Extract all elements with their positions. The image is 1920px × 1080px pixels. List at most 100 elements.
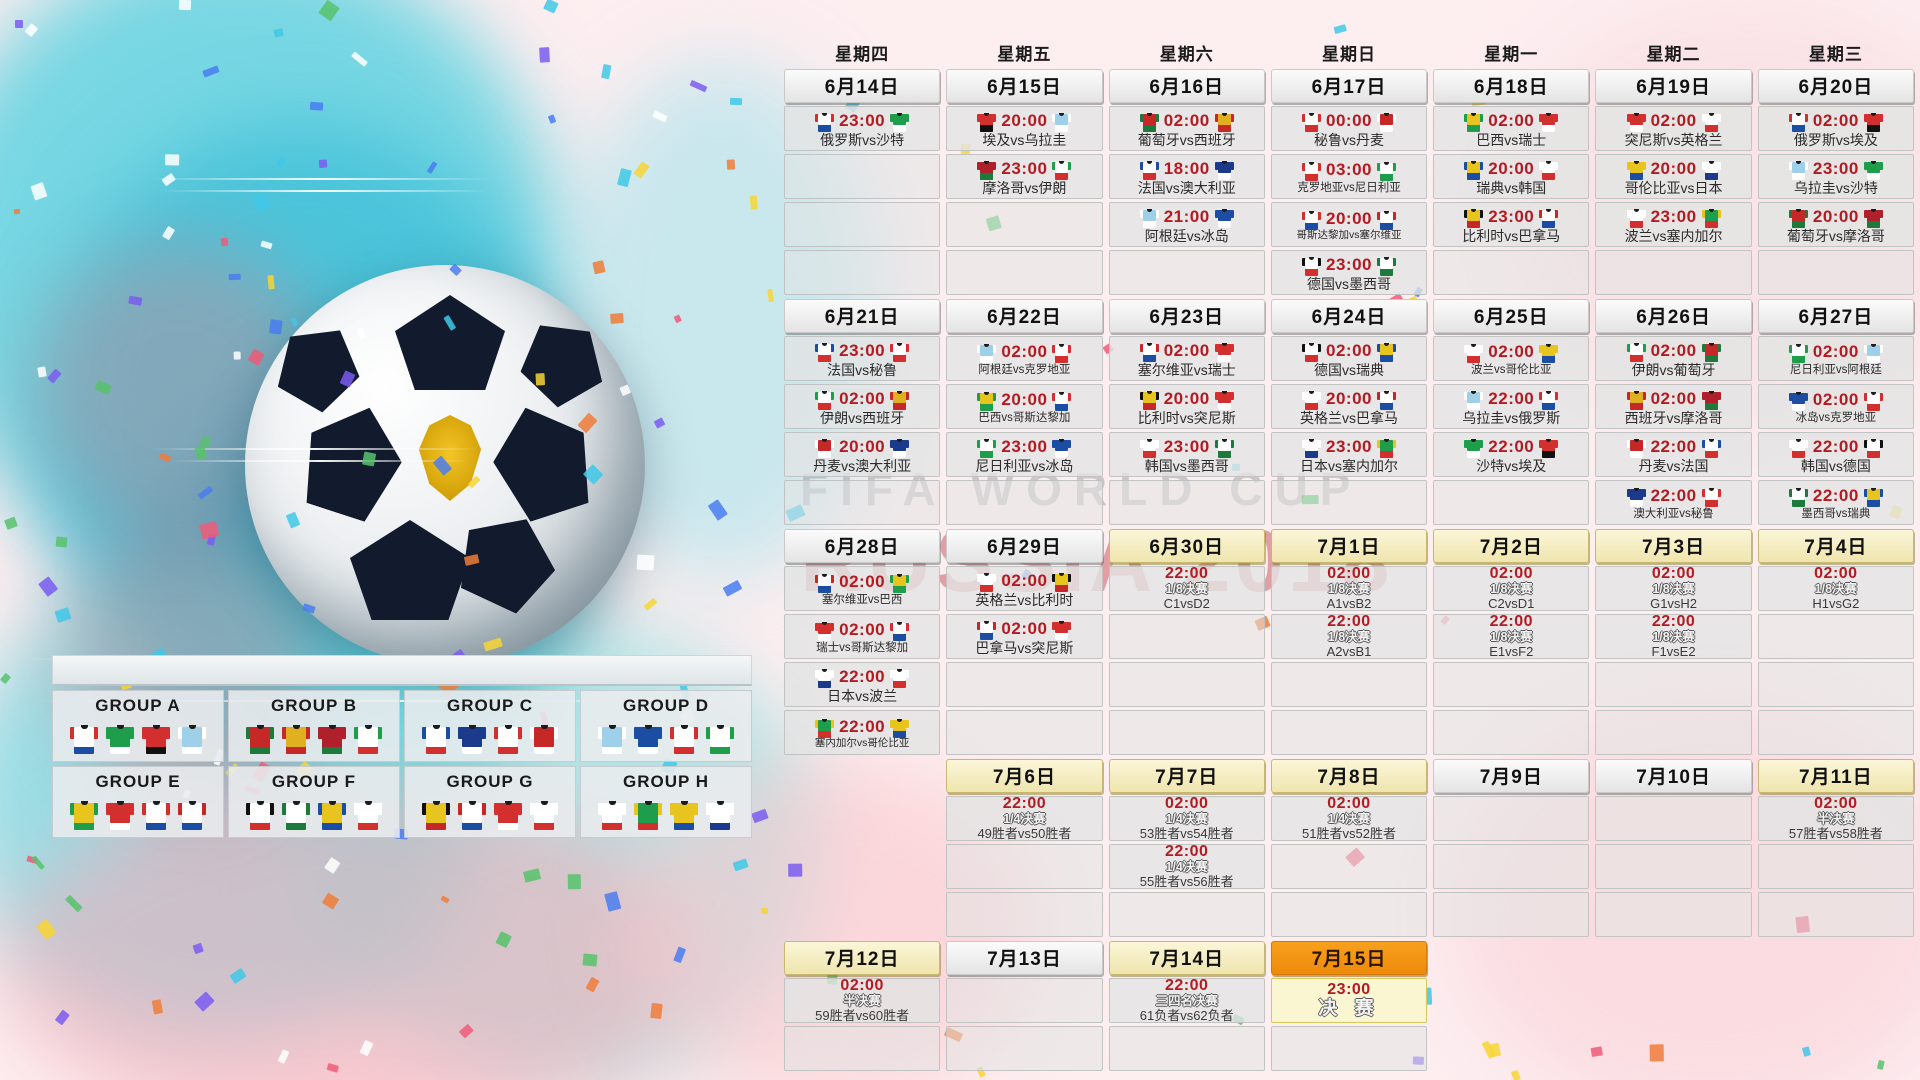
group-box-g[interactable]: GROUP G [404, 766, 576, 838]
group-box-h[interactable]: GROUP H [580, 766, 752, 838]
date-header[interactable]: 6月26日 [1595, 299, 1752, 333]
date-header[interactable]: 6月15日 [946, 69, 1103, 103]
match-cell[interactable]: 22:00 1/8决赛 F1vsE2 [1595, 613, 1752, 659]
date-header[interactable]: 6月25日 [1433, 299, 1590, 333]
date-header[interactable]: 7月8日 [1270, 759, 1428, 793]
date-header[interactable]: 7月2日 [1433, 529, 1590, 563]
match-cell[interactable]: 02:00 1/4决赛 51胜者vs52胜者 [1270, 795, 1428, 841]
match-cell[interactable]: 20:00 比利时vs突尼斯 [1108, 384, 1265, 429]
group-box-b[interactable]: GROUP B [228, 690, 400, 762]
date-header[interactable]: 7月7日 [1108, 759, 1265, 793]
match-cell[interactable]: 22:00 丹麦vs法国 [1595, 432, 1752, 477]
group-box-e[interactable]: GROUP E [52, 766, 224, 838]
match-cell[interactable]: 02:00 塞尔维亚vs瑞士 [1108, 336, 1265, 381]
date-header[interactable]: 7月10日 [1595, 759, 1752, 793]
date-header[interactable]: 6月24日 [1270, 299, 1428, 333]
group-box-d[interactable]: GROUP D [580, 690, 752, 762]
date-header[interactable]: 6月27日 [1757, 299, 1914, 333]
match-cell[interactable]: 22:00 1/8决赛 C1vsD2 [1108, 565, 1265, 611]
date-header[interactable]: 6月14日 [784, 69, 941, 103]
match-cell[interactable]: 20:00 埃及vs乌拉圭 [946, 106, 1103, 151]
match-cell[interactable]: 23:00 尼日利亚vs冰岛 [946, 432, 1103, 477]
match-cell[interactable]: 02:00 1/4决赛 53胜者vs54胜者 [1108, 795, 1265, 841]
match-cell[interactable]: 22:00 塞内加尔vs哥伦比亚 [784, 710, 941, 755]
match-cell[interactable]: 02:00 波兰vs哥伦比亚 [1433, 336, 1590, 381]
match-cell[interactable]: 02:00 半决赛 59胜者vs60胜者 [784, 977, 941, 1023]
match-cell[interactable]: 20:00 英格兰vs巴拿马 [1270, 384, 1428, 429]
match-cell[interactable]: 23:00 比利时vs巴拿马 [1433, 202, 1590, 247]
date-header[interactable]: 7月4日 [1757, 529, 1914, 563]
match-cell[interactable]: 02:00 尼日利亚vs阿根廷 [1757, 336, 1914, 381]
match-cell[interactable]: 22:00 1/4决赛 49胜者vs50胜者 [946, 795, 1103, 841]
date-header[interactable]: 6月28日 [784, 529, 941, 563]
group-box-f[interactable]: GROUP F [228, 766, 400, 838]
date-header[interactable]: 6月29日 [946, 529, 1103, 563]
match-cell[interactable]: 02:00 德国vs瑞典 [1270, 336, 1428, 381]
match-cell[interactable]: 02:00 冰岛vs克罗地亚 [1757, 384, 1914, 429]
match-cell[interactable]: 22:00 沙特vs埃及 [1433, 432, 1590, 477]
match-cell[interactable]: 02:00 突尼斯vs英格兰 [1595, 106, 1752, 151]
match-cell[interactable]: 23:00 日本vs塞内加尔 [1270, 432, 1428, 477]
match-cell[interactable]: 23:00 法国vs秘鲁 [784, 336, 941, 381]
match-cell[interactable]: 02:00 巴西vs瑞士 [1433, 106, 1590, 151]
match-cell[interactable]: 22:00 1/8决赛 E1vsF2 [1433, 613, 1590, 659]
match-cell[interactable]: 20:00 葡萄牙vs摩洛哥 [1757, 202, 1914, 247]
match-cell[interactable]: 03:00 克罗地亚vs尼日利亚 [1270, 154, 1428, 199]
match-cell[interactable]: 20:00 哥伦比亚vs日本 [1595, 154, 1752, 199]
match-cell[interactable]: 20:00 巴西vs哥斯达黎加 [946, 384, 1103, 429]
match-cell[interactable]: 02:00 西班牙vs摩洛哥 [1595, 384, 1752, 429]
match-cell[interactable]: 23:00 俄罗斯vs沙特 [784, 106, 941, 151]
match-cell[interactable]: 02:00 伊朗vs葡萄牙 [1595, 336, 1752, 381]
date-header[interactable]: 6月18日 [1433, 69, 1590, 103]
match-cell[interactable]: 02:00 1/8决赛 H1vsG2 [1757, 565, 1914, 611]
date-header[interactable]: 7月11日 [1757, 759, 1914, 793]
match-cell[interactable]: 02:00 俄罗斯vs埃及 [1757, 106, 1914, 151]
date-header[interactable]: 7月9日 [1433, 759, 1590, 793]
match-cell[interactable]: 02:00 塞尔维亚vs巴西 [784, 566, 941, 611]
match-cell[interactable]: 02:00 英格兰vs比利时 [946, 566, 1103, 611]
match-cell[interactable]: 18:00 法国vs澳大利亚 [1108, 154, 1265, 199]
match-cell[interactable]: 02:00 阿根廷vs克罗地亚 [946, 336, 1103, 381]
match-cell[interactable]: 22:00 澳大利亚vs秘鲁 [1595, 480, 1752, 525]
group-box-a[interactable]: GROUP A [52, 690, 224, 762]
date-header[interactable]: 7月13日 [946, 941, 1103, 975]
match-cell[interactable]: 22:00 韩国vs德国 [1757, 432, 1914, 477]
match-cell[interactable]: 02:00 1/8决赛 A1vsB2 [1270, 565, 1428, 611]
match-cell[interactable]: 23:00 决 赛 [1270, 978, 1428, 1023]
match-cell[interactable]: 00:00 秘鲁vs丹麦 [1270, 106, 1428, 151]
match-cell[interactable]: 22:00 墨西哥vs瑞典 [1757, 480, 1914, 525]
match-cell[interactable]: 20:00 丹麦vs澳大利亚 [784, 432, 941, 477]
date-header[interactable]: 7月3日 [1595, 529, 1752, 563]
match-cell[interactable]: 02:00 1/8决赛 G1vsH2 [1595, 565, 1752, 611]
match-cell[interactable]: 23:00 韩国vs墨西哥 [1108, 432, 1265, 477]
match-cell[interactable]: 22:00 1/4决赛 55胜者vs56胜者 [1108, 843, 1265, 889]
match-cell[interactable]: 21:00 阿根廷vs冰岛 [1108, 202, 1265, 247]
match-cell[interactable]: 23:00 摩洛哥vs伊朗 [946, 154, 1103, 199]
match-cell[interactable]: 02:00 葡萄牙vs西班牙 [1108, 106, 1265, 151]
date-header[interactable]: 7月14日 [1108, 941, 1265, 975]
date-header[interactable]: 6月30日 [1108, 529, 1265, 563]
group-box-c[interactable]: GROUP C [404, 690, 576, 762]
date-header[interactable]: 6月23日 [1108, 299, 1265, 333]
match-cell[interactable]: 02:00 1/8决赛 C2vsD1 [1433, 565, 1590, 611]
date-header[interactable]: 6月20日 [1757, 69, 1914, 103]
match-cell[interactable]: 22:00 乌拉圭vs俄罗斯 [1433, 384, 1590, 429]
match-cell[interactable]: 23:00 乌拉圭vs沙特 [1757, 154, 1914, 199]
match-cell[interactable]: 20:00 哥斯达黎加vs塞尔维亚 [1270, 202, 1428, 247]
match-cell[interactable]: 02:00 巴拿马vs突尼斯 [946, 614, 1103, 659]
date-header[interactable]: 7月12日 [784, 941, 941, 975]
match-cell[interactable]: 20:00 瑞典vs韩国 [1433, 154, 1590, 199]
match-cell[interactable]: 22:00 1/8决赛 A2vsB1 [1270, 613, 1428, 659]
date-header[interactable]: 6月17日 [1270, 69, 1428, 103]
date-header[interactable]: 6月19日 [1595, 69, 1752, 103]
date-header[interactable]: 6月16日 [1108, 69, 1265, 103]
match-cell[interactable]: 02:00 伊朗vs西班牙 [784, 384, 941, 429]
date-header[interactable]: 6月22日 [946, 299, 1103, 333]
match-cell[interactable]: 22:00 日本vs波兰 [784, 662, 941, 707]
date-header[interactable]: 6月21日 [784, 299, 941, 333]
match-cell[interactable]: 23:00 德国vs墨西哥 [1270, 250, 1428, 295]
date-header[interactable]: 7月6日 [946, 759, 1103, 793]
date-header[interactable]: 7月15日 [1270, 941, 1428, 975]
match-cell[interactable]: 22:00 三四名决赛 61负者vs62负者 [1108, 977, 1265, 1023]
match-cell[interactable]: 23:00 波兰vs塞内加尔 [1595, 202, 1752, 247]
